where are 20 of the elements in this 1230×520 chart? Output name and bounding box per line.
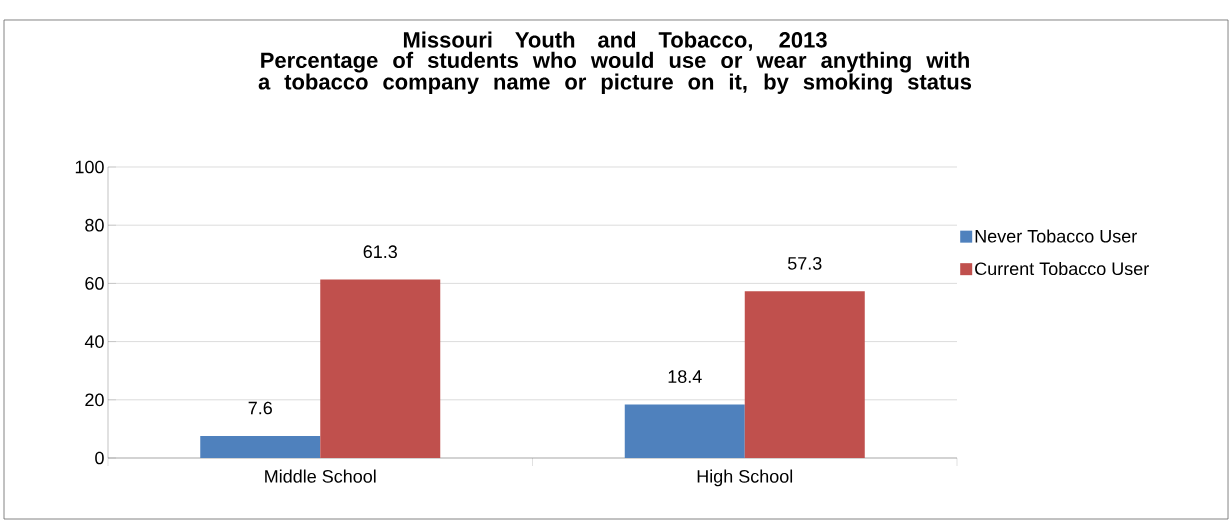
x-tick-label: Middle School — [265, 469, 376, 483]
legend-label: Never Tobacco User — [975, 229, 1137, 243]
bar — [320, 279, 441, 458]
legend-label: Current Tobacco User — [975, 261, 1149, 276]
y-tick-label: 20 — [85, 393, 104, 407]
y-tick-label: 80 — [85, 218, 104, 232]
y-tick-label: 100 — [75, 160, 104, 174]
chart-title: Missouri Youth and Tobacco, 2013 — [403, 31, 827, 51]
data-label: 18.4 — [668, 370, 702, 383]
bar — [624, 404, 745, 458]
data-label: 57.3 — [787, 257, 822, 270]
chart-subtitle: Percentage of students who would use or wear anything with a tobacco company name or picture on it, by smoking status — [258, 51, 972, 95]
y-tick-label: 40 — [84, 335, 104, 348]
y-tick-label: 0 — [95, 451, 104, 465]
x-tick-label: High School — [697, 469, 793, 487]
data-label: 7.6 — [248, 401, 272, 415]
bar — [200, 435, 321, 458]
y-tick-label: 60 — [85, 277, 104, 290]
bar — [744, 291, 865, 458]
data-label: 61.3 — [363, 245, 397, 259]
